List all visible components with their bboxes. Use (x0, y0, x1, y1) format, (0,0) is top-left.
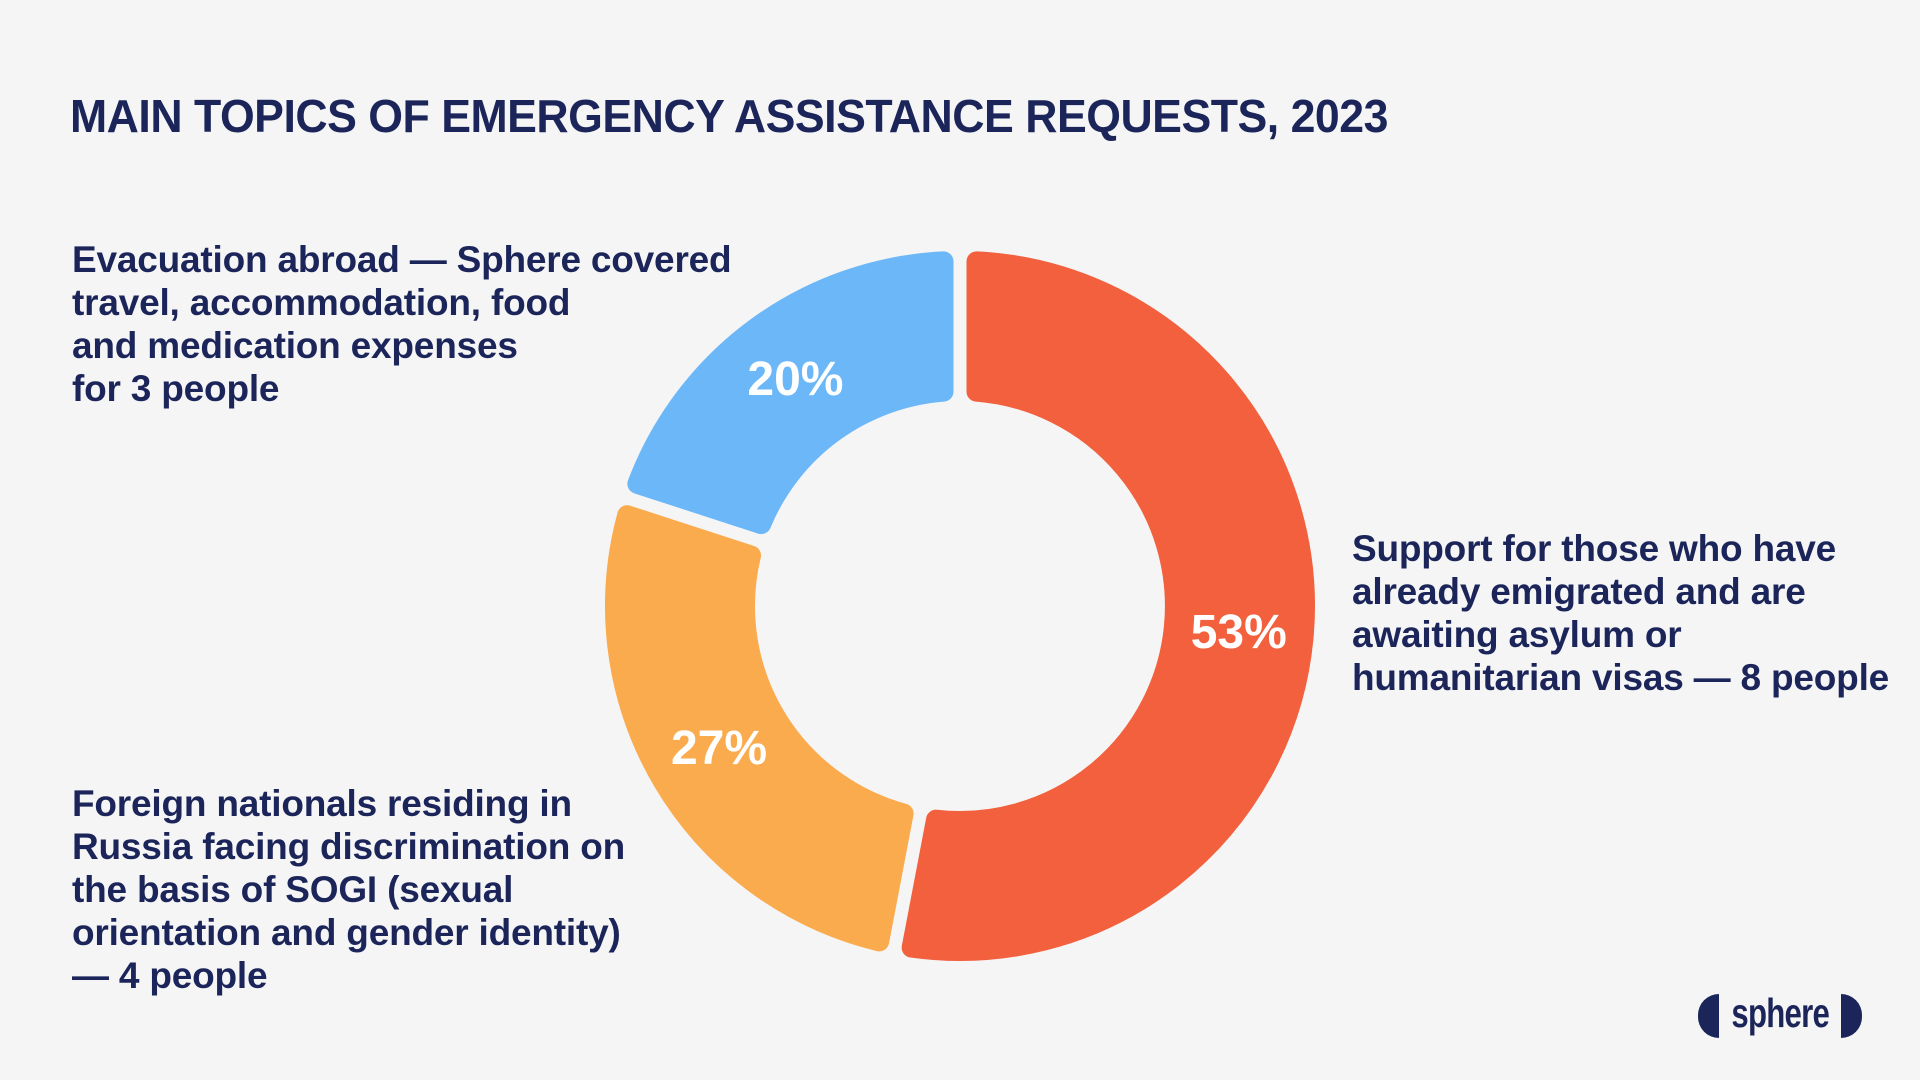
donut-segment (901, 251, 1315, 961)
segment-percent-label: 20% (747, 353, 843, 406)
logo-left-half-disc-icon (1698, 994, 1719, 1038)
donut-chart: 53% 27% 20% (580, 226, 1340, 986)
segment-percent-label: 53% (1191, 606, 1287, 659)
sphere-logo: sphere (1698, 990, 1863, 1039)
page-title: MAIN TOPICS OF EMERGENCY ASSISTANCE REQU… (70, 89, 1388, 142)
annotation-evacuation-abroad: Evacuation abroad — Sphere covered trave… (72, 239, 732, 409)
donut-segment (627, 251, 954, 535)
segment-percent-label: 27% (671, 722, 767, 775)
donut-chart-svg: 53% 27% 20% (604, 251, 1315, 961)
annotation-foreign-nationals: Foreign nationals residing in Russia fac… (72, 783, 626, 996)
logo-right-half-disc-icon (1841, 994, 1863, 1038)
donut-segment (604, 505, 914, 952)
annotation-support-emigrated: Support for those who have already emigr… (1352, 528, 1890, 698)
logo-text: sphere (1731, 990, 1830, 1036)
